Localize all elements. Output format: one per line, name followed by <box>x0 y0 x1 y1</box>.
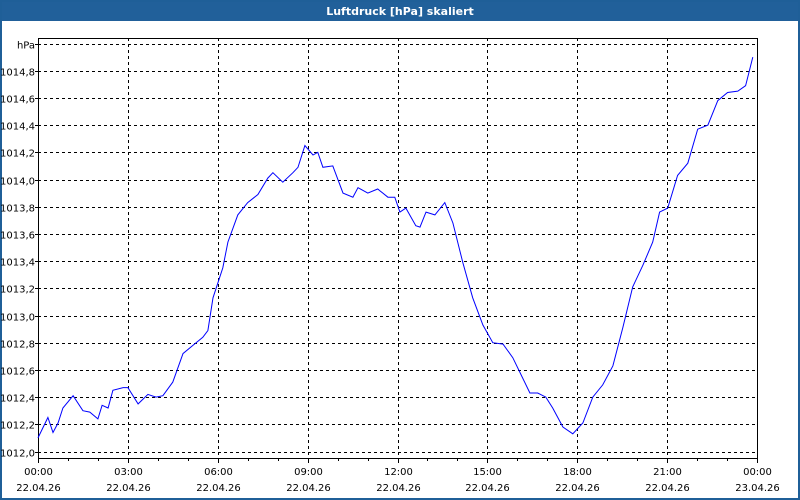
x-tick-date: 22.04.26 <box>196 483 241 494</box>
x-tick-time: 21:00 <box>653 467 682 478</box>
series-line-luftdruck <box>37 56 754 439</box>
y-tick-label: hPa <box>17 41 35 52</box>
x-tick-time: 00:00 <box>743 467 772 478</box>
x-tick-date: 22.04.26 <box>555 483 600 494</box>
x-tick-date: 22.04.26 <box>376 483 421 494</box>
x-tick-time: 00:00 <box>24 467 53 478</box>
plot-frame <box>38 38 758 459</box>
x-tick-date: 22.04.26 <box>16 483 61 494</box>
y-tick-label: 1013,6 <box>0 231 35 242</box>
x-tick-date: 22.04.26 <box>645 483 690 494</box>
y-tick-label: 1013,8 <box>0 204 35 215</box>
x-tick-time: 12:00 <box>384 467 413 478</box>
y-tick-label: 1012,6 <box>0 367 35 378</box>
x-tick-time: 18:00 <box>563 467 592 478</box>
y-tick-label: 1014,0 <box>0 177 35 188</box>
x-tick-time: 06:00 <box>204 467 233 478</box>
y-tick-label: 1014,4 <box>0 122 35 133</box>
x-tick-time: 15:00 <box>473 467 502 478</box>
y-tick-label: 1014,8 <box>0 68 35 79</box>
x-tick-time: 03:00 <box>114 467 143 478</box>
window-title: Luftdruck [hPa] skaliert <box>2 2 798 21</box>
x-tick-date: 22.04.26 <box>106 483 151 494</box>
y-tick-label: 1012,4 <box>0 394 35 405</box>
y-tick-label: 1013,0 <box>0 313 35 324</box>
y-tick-label: 1014,6 <box>0 95 35 106</box>
y-tick-label: 1013,4 <box>0 258 35 269</box>
y-tick-label: 1012,2 <box>0 421 35 432</box>
y-tick-label: 1013,2 <box>0 285 35 296</box>
y-tick-label: 1012,0 <box>0 449 35 460</box>
x-tick-date: 23.04.26 <box>735 483 780 494</box>
y-tick-label: 1012,8 <box>0 340 35 351</box>
x-tick-date: 22.04.26 <box>465 483 510 494</box>
x-tick-time: 09:00 <box>294 467 323 478</box>
x-tick-date: 22.04.26 <box>286 483 331 494</box>
y-tick-label: 1014,2 <box>0 149 35 160</box>
